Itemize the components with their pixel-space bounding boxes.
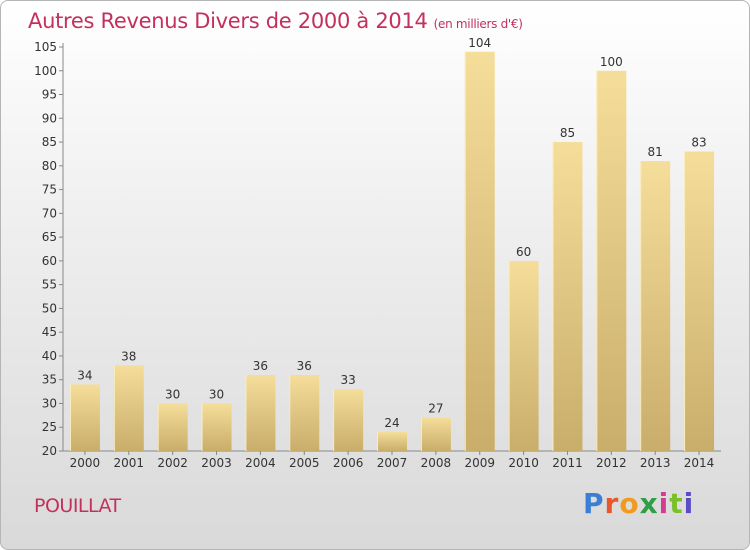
- x-tick-label: 2009: [464, 456, 495, 470]
- y-tick-label: 55: [42, 278, 57, 292]
- x-tick-label: 2002: [157, 456, 188, 470]
- y-tick-label: 60: [42, 254, 57, 268]
- chart-labels: 34 2000 38 2001 30 2002 30 2003 36 2004 36 2005 33 20…: [70, 36, 715, 470]
- bar: [420, 417, 451, 451]
- bar: [245, 374, 276, 451]
- bar: [289, 374, 320, 451]
- logo-letter: i: [658, 487, 670, 520]
- bar: [69, 384, 100, 451]
- logo-letter: o: [619, 487, 640, 520]
- chart-title: Autres Revenus Divers de 2000 à 2014 (en …: [28, 9, 523, 33]
- x-tick-label: 2003: [201, 456, 232, 470]
- logo-letter: i: [683, 487, 695, 520]
- bar-value-label: 30: [209, 387, 224, 401]
- bar: [201, 403, 232, 451]
- y-tick-label: 75: [42, 183, 57, 197]
- logo-letter: t: [669, 487, 684, 520]
- bar: [333, 389, 364, 451]
- y-tick-label: 80: [42, 159, 57, 173]
- bar: [113, 365, 144, 451]
- y-tick-label: 40: [42, 349, 57, 363]
- bar-value-label: 34: [77, 368, 92, 382]
- y-tick-label: 70: [42, 206, 57, 220]
- x-tick-label: 2013: [640, 456, 671, 470]
- y-tick-label: 90: [42, 111, 57, 125]
- bar: [640, 161, 671, 451]
- proxiti-logo: Proxiti: [583, 487, 694, 520]
- y-tick-label: 25: [42, 420, 57, 434]
- bar: [464, 51, 495, 452]
- y-tick-label: 85: [42, 135, 57, 149]
- commune-name: POUILLAT: [34, 495, 121, 517]
- bar-value-label: 104: [468, 36, 491, 50]
- bar-value-label: 24: [384, 416, 399, 430]
- x-tick-label: 2007: [377, 456, 408, 470]
- bar-value-label: 27: [428, 402, 443, 416]
- logo-letter: x: [639, 487, 659, 520]
- bar-value-label: 85: [560, 126, 575, 140]
- bar: [157, 403, 188, 451]
- y-tick-label: 100: [34, 64, 57, 78]
- x-tick-label: 2000: [70, 456, 101, 470]
- bar: [684, 151, 715, 452]
- x-tick-label: 2014: [684, 456, 715, 470]
- x-tick-label: 2005: [289, 456, 320, 470]
- bar-value-label: 30: [165, 387, 180, 401]
- bar-value-label: 81: [648, 145, 663, 159]
- bar: [552, 142, 583, 451]
- x-tick-label: 2010: [508, 456, 539, 470]
- bar-value-label: 60: [516, 245, 531, 259]
- y-tick-label: 30: [42, 396, 57, 410]
- y-tick-label: 50: [42, 301, 57, 315]
- x-tick-label: 2001: [114, 456, 145, 470]
- bar-value-label: 36: [297, 359, 312, 373]
- x-tick-label: 2006: [333, 456, 364, 470]
- x-tick-label: 2008: [421, 456, 452, 470]
- bar-value-label: 33: [340, 373, 355, 387]
- y-tick-label: 45: [42, 325, 57, 339]
- chart-unit: (en milliers d'€): [433, 17, 523, 31]
- bar: [508, 260, 539, 451]
- x-tick-label: 2012: [596, 456, 627, 470]
- logo-letter: r: [604, 487, 620, 520]
- x-tick-label: 2011: [552, 456, 583, 470]
- bar-value-label: 83: [691, 136, 706, 150]
- y-tick-label: 105: [34, 40, 57, 54]
- y-tick-label: 65: [42, 230, 57, 244]
- chart-axes: 20 25 30 35 40 45 50 55 60 65 70 75 80 85 90 95 100 105: [34, 40, 721, 458]
- x-tick-label: 2004: [245, 456, 276, 470]
- y-tick-label: 20: [42, 444, 57, 458]
- chart-bars: [69, 51, 715, 452]
- y-tick-label: 95: [42, 88, 57, 102]
- bar-value-label: 36: [253, 359, 268, 373]
- bar: [596, 70, 627, 451]
- y-tick-label: 35: [42, 373, 57, 387]
- bar-value-label: 100: [600, 55, 623, 69]
- bar-value-label: 38: [121, 349, 136, 363]
- bar: [377, 431, 407, 451]
- logo-letter: P: [583, 487, 605, 520]
- chart-title-text: Autres Revenus Divers de 2000 à 2014: [28, 9, 428, 33]
